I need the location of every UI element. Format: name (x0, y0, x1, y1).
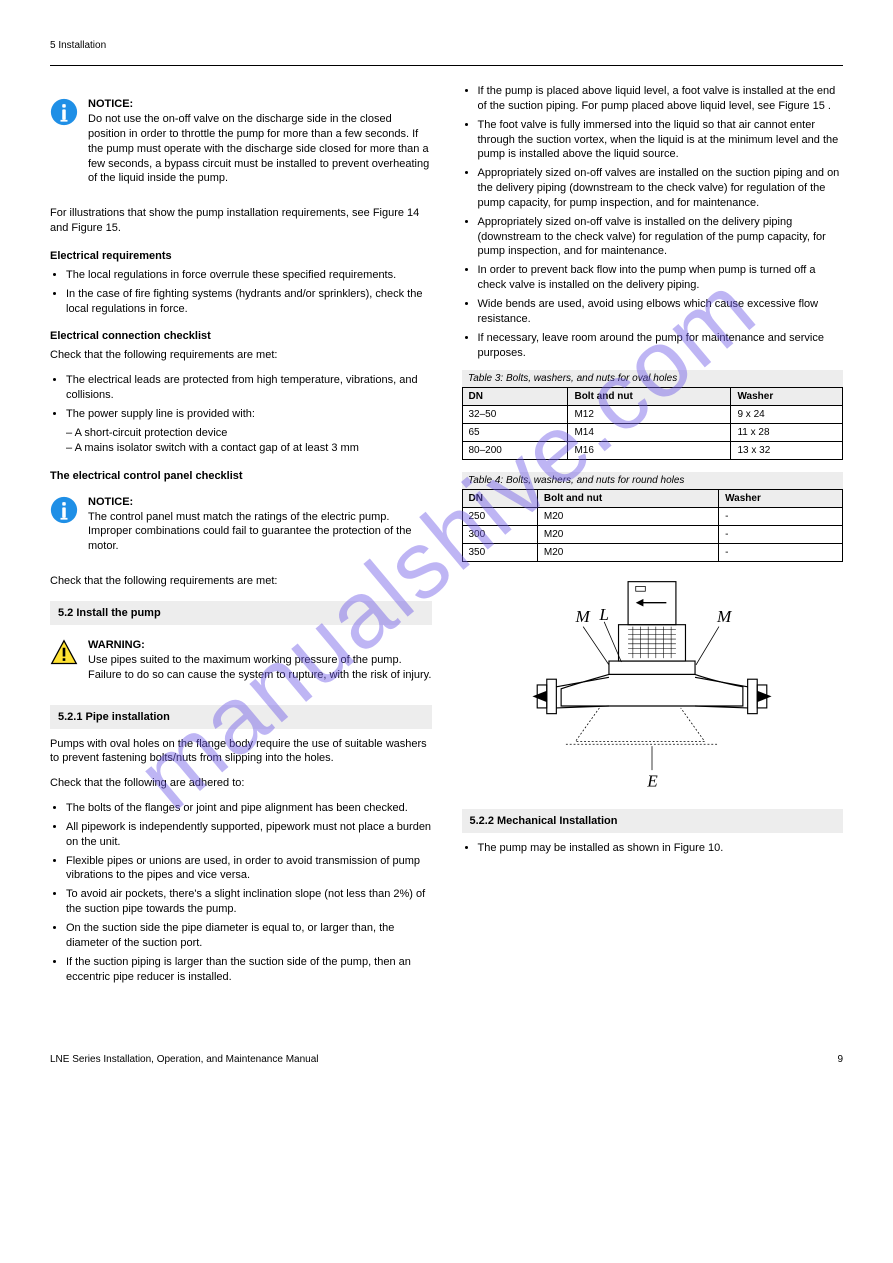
warning-text: Use pipes suited to the maximum working … (88, 653, 432, 683)
bullet-list: If the pump is placed above liquid level… (478, 84, 844, 360)
paragraph: Pumps with oval holes on the flange body… (50, 737, 432, 767)
notice-text: The control panel must match the ratings… (88, 510, 432, 555)
table-row: 32–50 M12 9 x 24 (462, 406, 843, 424)
table-cell: 80–200 (462, 442, 568, 460)
list-item: Appropriately sized on-off valve is inst… (478, 215, 844, 260)
warning-box: WARNING: Use pipes suited to the maximum… (50, 639, 432, 693)
section-subheading: The electrical control panel checklist (50, 470, 432, 482)
page-title: 5 Installation (50, 40, 843, 51)
list-item: The power supply line is provided with: … (66, 407, 432, 456)
list-item: The bolts of the flanges or joint and pi… (66, 801, 432, 816)
list-item: In order to prevent back flow into the p… (478, 263, 844, 293)
list-item: On the suction side the pipe diameter is… (66, 921, 432, 951)
table-cell: M20 (537, 526, 718, 544)
section-bar-install: 5.2 Install the pump (50, 601, 432, 625)
paragraph: Check that the following are adhered to: (50, 776, 432, 791)
header-rule (50, 65, 843, 66)
table-cell: M12 (568, 406, 731, 424)
notice-body: NOTICE: The control panel must match the… (88, 496, 432, 565)
list-item: To avoid air pockets, there's a slight i… (66, 887, 432, 917)
table-cell: 65 (462, 424, 568, 442)
table-cell: 32–50 (462, 406, 568, 424)
table-cell: 300 (462, 526, 537, 544)
list-item: All pipework is independently supported,… (66, 820, 432, 850)
list-item: If the pump is placed above liquid level… (478, 84, 844, 114)
section-heading: Electrical requirements (50, 250, 432, 262)
table-row: 350 M20 - (462, 544, 843, 562)
table-header: Bolt and nut (537, 490, 718, 508)
notice-box-1: NOTICE: Do not use the on-off valve on t… (50, 98, 432, 196)
table-cell: - (719, 544, 843, 562)
section-bar-pipe: 5.2.1 Pipe installation (50, 705, 432, 729)
table-cell: 350 (462, 544, 537, 562)
table-caption: Table 3: Bolts, washers, and nuts for ov… (462, 370, 843, 388)
list-item: Wide bends are used, avoid using elbows … (478, 297, 844, 327)
footer-right: 9 (837, 1054, 843, 1065)
notice-text: Do not use the on-off valve on the disch… (88, 112, 432, 186)
list-item: The local regulations in force overrule … (66, 268, 432, 283)
section-subheading: Electrical connection checklist (50, 330, 432, 342)
right-column: If the pump is placed above liquid level… (462, 84, 844, 994)
section-bar-mech: 5.2.2 Mechanical Installation (462, 809, 844, 833)
sub-item: – A mains isolator switch with a contact… (66, 441, 432, 456)
table-cell: - (719, 508, 843, 526)
list-item: Flexible pipes or unions are used, in or… (66, 854, 432, 884)
pump-figure: M L M E (462, 574, 844, 797)
content-columns: NOTICE: Do not use the on-off valve on t… (50, 84, 843, 994)
table-row: 65 M14 11 x 28 (462, 424, 843, 442)
table-header: DN (462, 388, 568, 406)
table-row: 80–200 M16 13 x 32 (462, 442, 843, 460)
warning-title: WARNING: (88, 639, 432, 651)
table-header: Bolt and nut (568, 388, 731, 406)
list-item: If the suction piping is larger than the… (66, 955, 432, 985)
fig-label-E: E (646, 772, 658, 791)
fig-label-L: L (599, 605, 610, 624)
table-caption: Table 4: Bolts, washers, and nuts for ro… (462, 472, 843, 490)
table-cell: M20 (537, 508, 718, 526)
table-cell: M14 (568, 424, 731, 442)
page-footer: LNE Series Installation, Operation, and … (50, 1054, 843, 1065)
bullet-list: The electrical leads are protected from … (66, 373, 432, 455)
info-icon (50, 496, 78, 565)
table-header: DN (462, 490, 537, 508)
paragraph: Check that the following requirements ar… (50, 348, 432, 363)
sub-item: – A short-circuit protection device (66, 426, 432, 441)
left-column: NOTICE: Do not use the on-off valve on t… (50, 84, 432, 994)
fig-label-M-left: M (575, 607, 592, 626)
table-header: Washer (731, 388, 843, 406)
table-cell: 13 x 32 (731, 442, 843, 460)
table-row: 300 M20 - (462, 526, 843, 544)
table-round-holes: Table 4: Bolts, washers, and nuts for ro… (462, 472, 844, 562)
notice-title: NOTICE: (88, 98, 432, 110)
list-item: Appropriately sized on-off valves are in… (478, 166, 844, 211)
table-oval-holes: Table 3: Bolts, washers, and nuts for ov… (462, 370, 844, 460)
notice-box-2: NOTICE: The control panel must match the… (50, 496, 432, 565)
warning-icon (50, 639, 78, 693)
table-cell: 11 x 28 (731, 424, 843, 442)
bullet-list: The pump may be installed as shown in Fi… (478, 841, 844, 856)
table-cell: 250 (462, 508, 537, 526)
list-item: The foot valve is fully immersed into th… (478, 118, 844, 163)
table-row: 250 M20 - (462, 508, 843, 526)
notice-body: NOTICE: Do not use the on-off valve on t… (88, 98, 432, 196)
footer-left: LNE Series Installation, Operation, and … (50, 1054, 319, 1065)
list-item: In the case of fire fighting systems (hy… (66, 287, 432, 317)
bullet-list: The local regulations in force overrule … (66, 268, 432, 317)
list-item: The electrical leads are protected from … (66, 373, 432, 403)
notice-title: NOTICE: (88, 496, 432, 508)
list-item: If necessary, leave room around the pump… (478, 331, 844, 361)
warning-body: WARNING: Use pipes suited to the maximum… (88, 639, 432, 693)
paragraph: For illustrations that show the pump ins… (50, 206, 432, 236)
info-icon (50, 98, 78, 196)
bullet-list: The bolts of the flanges or joint and pi… (66, 801, 432, 984)
fig-label-M-right: M (716, 607, 733, 626)
list-item: The pump may be installed as shown in Fi… (478, 841, 844, 856)
table-cell: - (719, 526, 843, 544)
table-cell: M16 (568, 442, 731, 460)
table-cell: 9 x 24 (731, 406, 843, 424)
table-cell: M20 (537, 544, 718, 562)
pump-diagram-svg: M L M E (502, 574, 802, 794)
table-header: Washer (719, 490, 843, 508)
paragraph: Check that the following requirements ar… (50, 574, 432, 589)
